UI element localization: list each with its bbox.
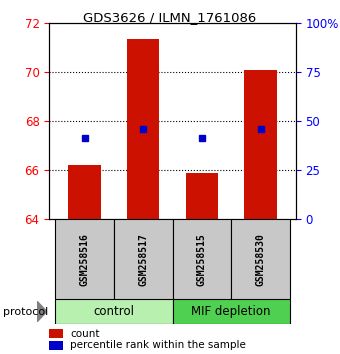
Bar <box>68 165 101 219</box>
Bar <box>186 173 218 219</box>
Polygon shape <box>37 301 47 322</box>
Text: GSM258530: GSM258530 <box>256 233 266 286</box>
Bar <box>49 329 63 338</box>
Text: GSM258515: GSM258515 <box>197 233 207 286</box>
Bar <box>55 299 172 324</box>
Text: protocol: protocol <box>3 307 49 316</box>
Bar <box>114 219 173 299</box>
Bar <box>244 70 277 219</box>
Bar <box>49 341 63 350</box>
Bar <box>172 219 231 299</box>
Bar <box>55 219 114 299</box>
Bar <box>231 219 290 299</box>
Text: count: count <box>70 329 100 339</box>
Text: GSM258517: GSM258517 <box>138 233 148 286</box>
Bar <box>172 299 290 324</box>
Text: GDS3626 / ILMN_1761086: GDS3626 / ILMN_1761086 <box>83 11 257 24</box>
Text: MIF depletion: MIF depletion <box>191 305 271 318</box>
Text: percentile rank within the sample: percentile rank within the sample <box>70 340 246 350</box>
Text: GSM258516: GSM258516 <box>80 233 89 286</box>
Bar <box>127 39 159 219</box>
Text: control: control <box>94 305 134 318</box>
